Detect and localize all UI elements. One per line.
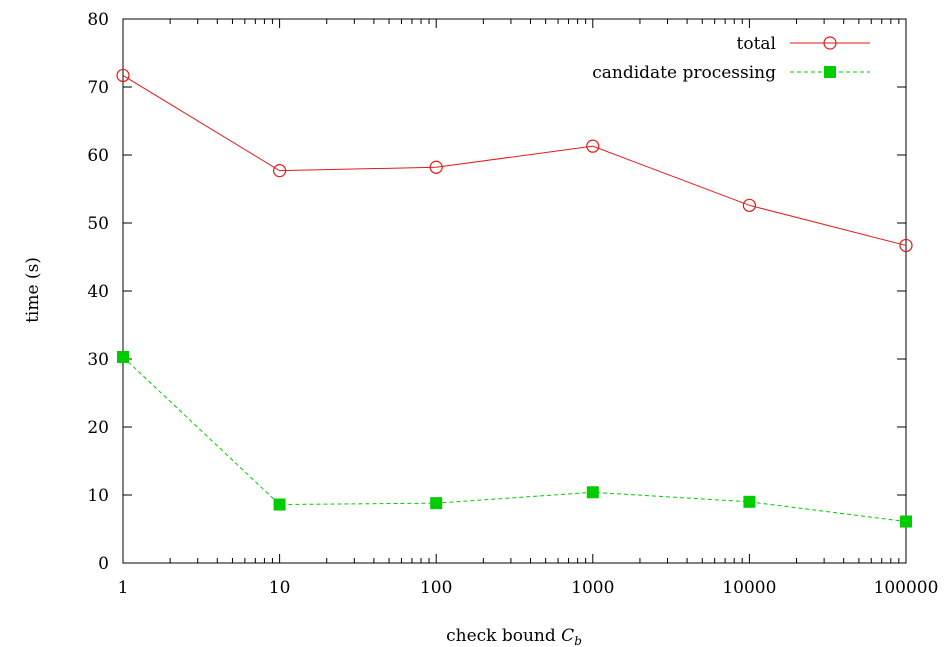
data-point xyxy=(900,515,912,528)
y-tick-label: 20 xyxy=(87,418,109,438)
legend-label: candidate processing xyxy=(592,63,776,83)
data-point xyxy=(899,238,913,253)
data-point xyxy=(742,198,757,212)
data-point xyxy=(586,486,599,499)
data-point xyxy=(430,497,443,510)
x-tick-label: 1 xyxy=(118,578,129,598)
ticks: 0 10 20 30 40 50 60 70 80 1 10 100 1000 10000 100000 xyxy=(87,10,938,598)
data-point xyxy=(117,350,129,363)
x-tick-label: 100000 xyxy=(874,578,939,598)
x-tick-label: 10000 xyxy=(722,578,776,598)
x-axis-title-main: check bound xyxy=(446,626,561,646)
axes xyxy=(122,18,907,564)
x-axis-title-symbol: C xyxy=(561,626,574,646)
y-tick-label: 10 xyxy=(87,486,109,506)
legend-label: total xyxy=(737,34,776,54)
data-point xyxy=(273,498,286,511)
y-tick-label: 50 xyxy=(87,214,109,234)
legend-marker xyxy=(824,66,836,78)
y-tick-label: 30 xyxy=(87,350,109,370)
series-line xyxy=(122,356,907,523)
series-0 xyxy=(116,68,913,253)
x-tick-label: 100 xyxy=(420,578,452,598)
y-tick-label: 70 xyxy=(87,78,109,98)
data-point xyxy=(116,68,130,83)
series-1 xyxy=(117,350,912,528)
series-line xyxy=(122,75,907,246)
y-axis-title: time (s) xyxy=(23,257,43,323)
y-tick-label: 40 xyxy=(87,282,109,302)
legend: total candidate processing xyxy=(592,34,870,83)
x-axis-title-subscript: b xyxy=(574,634,582,647)
data-point xyxy=(743,495,756,508)
y-tick-label: 80 xyxy=(87,10,109,30)
x-axis-title: check bound Cb xyxy=(446,626,582,647)
y-tick-label: 60 xyxy=(87,146,109,166)
legend-marker xyxy=(823,36,837,50)
series xyxy=(116,68,913,528)
x-tick-label: 10 xyxy=(269,578,291,598)
data-point xyxy=(273,164,287,178)
data-point xyxy=(586,139,600,153)
plot-frame xyxy=(122,18,907,564)
x-tick-label: 1000 xyxy=(571,578,614,598)
y-tick-label: 0 xyxy=(98,554,109,574)
data-point xyxy=(429,160,443,174)
